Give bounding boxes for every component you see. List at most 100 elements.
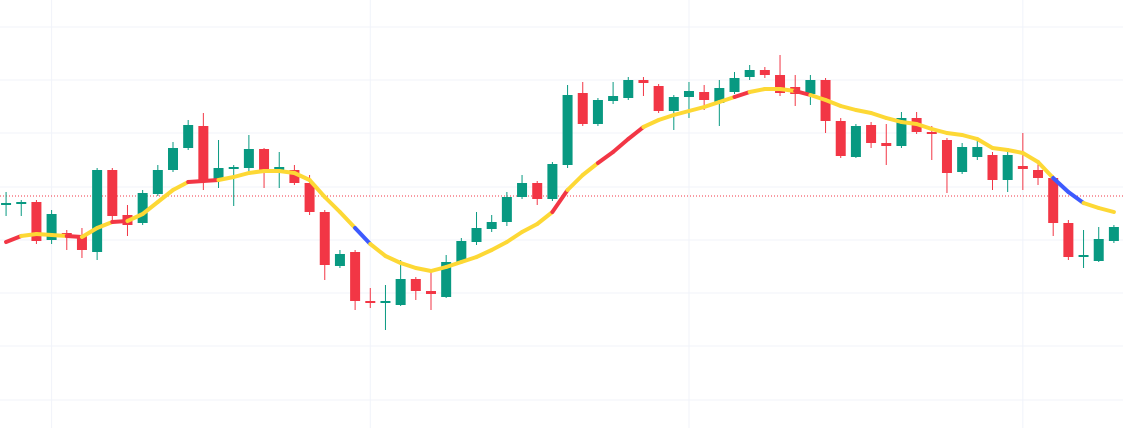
candle-body: [926, 132, 937, 134]
moving-average-segment: [79, 226, 100, 239]
moving-average-segment: [1096, 206, 1116, 214]
candle-body: [562, 95, 573, 165]
candle-body: [441, 262, 452, 297]
candle-body: [152, 170, 163, 194]
candle-body: [881, 143, 892, 146]
candle-body: [334, 254, 345, 266]
candle-body: [243, 149, 254, 168]
moving-average-segment: [337, 210, 358, 230]
candle-body: [759, 70, 770, 75]
moving-average-segment: [231, 171, 251, 179]
moving-average-segment: [899, 120, 919, 126]
moving-average-segment: [322, 195, 342, 214]
moving-average-segment: [64, 234, 84, 239]
candle-body: [92, 170, 103, 252]
candle-body: [1002, 155, 1013, 180]
moving-average-segment: [489, 240, 509, 252]
candle-body: [1093, 239, 1104, 261]
candle-body: [592, 100, 603, 124]
moving-average-segment: [428, 265, 449, 273]
candle-body: [107, 170, 118, 216]
candle-body: [608, 96, 619, 101]
moving-average-segment: [990, 146, 1010, 152]
candle-body: [1033, 170, 1044, 178]
candle-body: [183, 125, 194, 148]
moving-average-segment: [155, 188, 176, 204]
moving-average-segment: [1020, 151, 1041, 164]
candle-body: [168, 148, 179, 170]
candle-body: [228, 167, 239, 169]
candle-body: [380, 301, 391, 303]
candle-body: [668, 97, 679, 111]
moving-average-segment: [1081, 201, 1101, 210]
moving-average-segment: [413, 266, 433, 273]
candle-body: [1108, 227, 1119, 241]
moving-average-segment: [793, 89, 813, 97]
candle-body: [1, 203, 12, 205]
candle-body: [623, 80, 634, 98]
candle-body: [501, 197, 512, 222]
moving-average-segment: [747, 87, 767, 94]
moving-average-segment: [201, 178, 221, 183]
moving-average-segment: [960, 133, 980, 141]
candle-body: [729, 78, 740, 92]
moving-average-segment: [246, 169, 267, 175]
candle-body: [1017, 166, 1028, 169]
moving-average-segment: [611, 137, 631, 154]
candle-body: [410, 279, 421, 291]
candle-body: [76, 236, 87, 250]
candle-body: [683, 91, 694, 97]
moving-average-segment: [914, 122, 934, 131]
candle-body: [775, 75, 786, 93]
moving-average-segment: [1036, 160, 1056, 180]
moving-average-segment: [944, 131, 965, 137]
moving-average-segment: [459, 255, 479, 264]
moving-average-segment: [383, 254, 403, 265]
candle-body: [805, 80, 816, 94]
candle-body: [957, 147, 968, 172]
moving-average-segment: [641, 118, 661, 129]
moving-average-segment: [19, 232, 39, 238]
moving-average-segment: [595, 150, 616, 165]
moving-average-segment: [140, 200, 160, 216]
moving-average-segment: [398, 261, 418, 270]
candle-body: [471, 228, 482, 242]
moving-average-segment: [444, 260, 464, 269]
moving-average-segment: [702, 100, 722, 109]
moving-average-segment: [1066, 190, 1086, 205]
moving-average-segment: [869, 111, 889, 120]
moving-average-segment: [535, 210, 555, 226]
candle-body: [259, 149, 270, 172]
moving-average-segment: [975, 137, 995, 150]
candle-body: [517, 183, 528, 197]
moving-average-segment: [717, 95, 737, 104]
candle-body: [137, 193, 148, 223]
moving-average-segment: [929, 127, 949, 135]
candle-body: [547, 164, 558, 199]
moving-average-segment: [838, 104, 858, 112]
moving-average-segment: [1005, 148, 1025, 155]
candle-body: [319, 212, 330, 265]
candle-body: [835, 121, 846, 156]
candle-body: [653, 86, 664, 111]
candle-body: [304, 183, 315, 212]
candle-body: [213, 168, 224, 180]
candle-body: [31, 202, 42, 241]
moving-average-segment: [823, 98, 843, 108]
candle-body: [350, 252, 361, 301]
moving-average-segment: [110, 219, 130, 224]
candle-body: [1048, 178, 1059, 223]
moving-average-segment: [368, 242, 388, 258]
moving-average-segment: [520, 222, 540, 234]
moving-average-segment: [550, 188, 570, 214]
candle-body: [638, 80, 649, 83]
moving-average-segment: [95, 220, 115, 230]
candle-body: [395, 279, 406, 305]
moving-average-segment: [353, 226, 373, 246]
candle-body: [46, 214, 57, 240]
moving-average-segment: [474, 248, 494, 259]
moving-average-segment: [565, 173, 585, 192]
moving-average-segment: [49, 233, 69, 238]
